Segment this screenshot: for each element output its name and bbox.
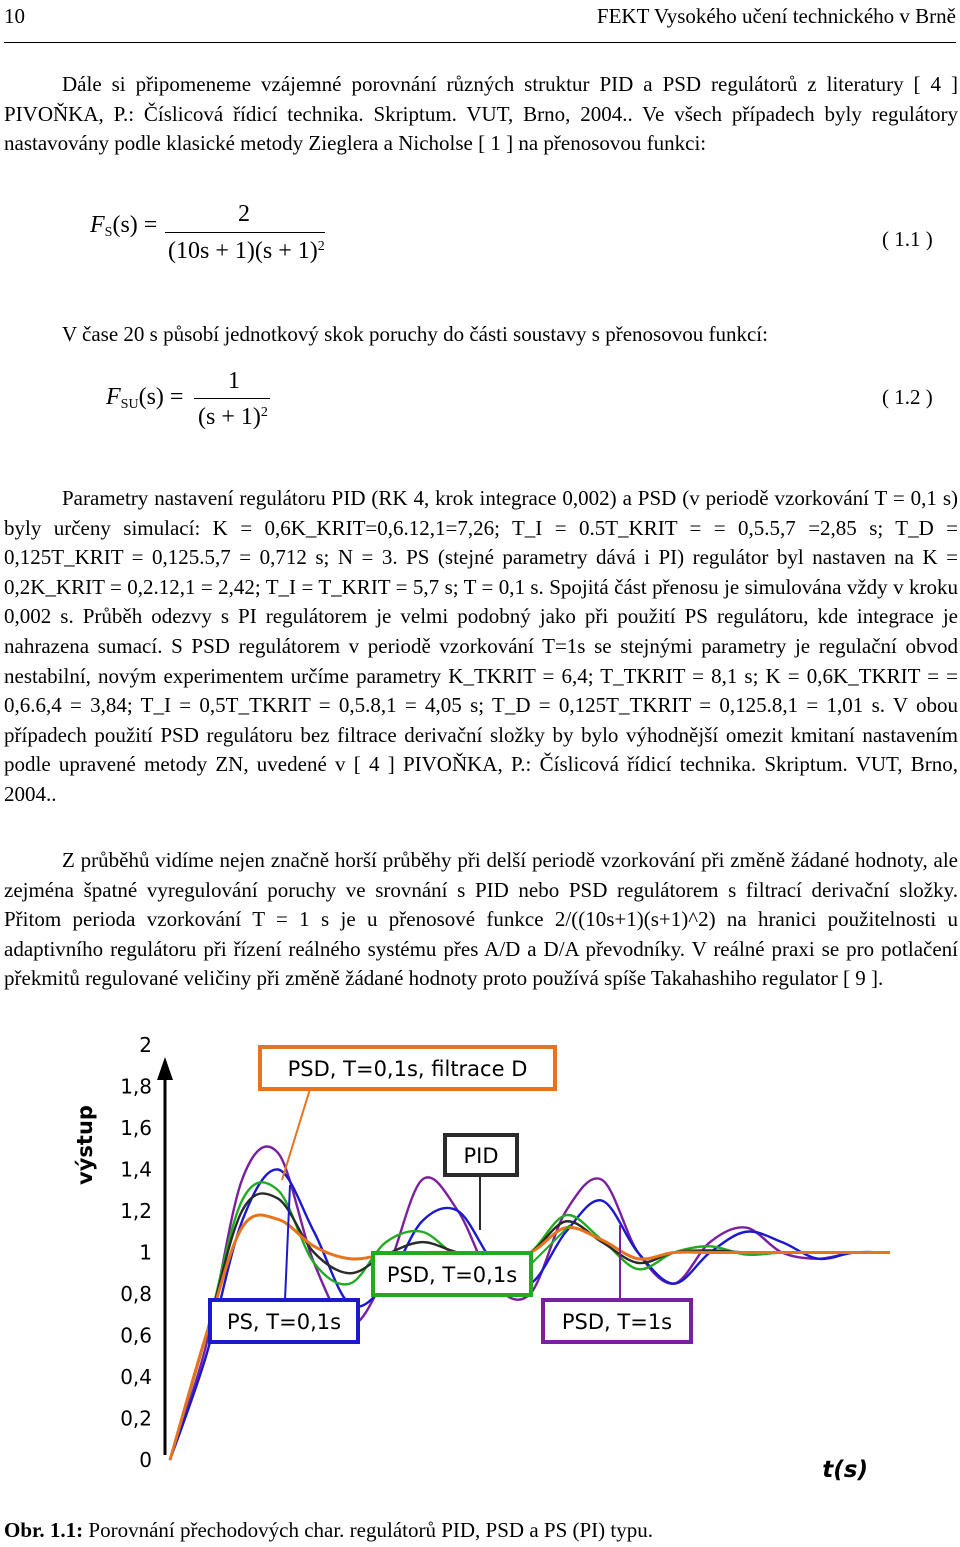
equation-1-lhs: FS(s) = [90,212,158,240]
equation-1-denominator: (10s + 1)(s + 1)2 [168,238,325,264]
x-axis-title: t(s) [822,1457,868,1483]
equation-2-lhs: FSU(s) = [106,384,184,412]
leader-line-psd_filtrace [281,1088,311,1181]
label-box-psd_01 [371,1251,533,1297]
y-tick-label: 2 [139,1035,152,1057]
y-axis-arrowhead [157,1057,173,1080]
y-tick-label: 0 [139,1448,152,1472]
paragraph-intro: Dále si připomeneme vzájemné porovnání r… [4,72,958,156]
y-tick-label: 0,4 [120,1365,152,1389]
figure-caption: Obr. 1.1: Porovnání přechodových char. r… [4,1518,653,1542]
step-response-figure: 2 1,8 1,6 1,4 1,2 1 0,8 0,6 0,4 0,2 0 výstup t(s) PSD… [73,1035,891,1483]
equation-2-fraction-bar [194,398,270,400]
equation-1-numerator: 2 [238,201,250,227]
label-box-psd_filtrace [258,1045,557,1091]
series-label-psd_01: PSD, T=0,1s [387,1263,517,1287]
equation-2-number: ( 1.2 ) [882,385,933,409]
series-label-psd_1: PSD, T=1s [562,1310,672,1334]
label-box-psd_1 [541,1298,693,1344]
leader-line-ps_01 [284,1184,291,1301]
series-label-pid: PID [463,1144,498,1168]
y-tick-label: 1,2 [120,1199,152,1223]
y-tick-label: 1,4 [120,1158,152,1182]
y-tick-label: 0,2 [120,1407,152,1431]
equation-1-fraction-bar [165,232,325,234]
y-tick-label: 0,6 [120,1324,152,1348]
leader-line-psd_01 [529,1224,571,1266]
y-tick-label: 1,6 [120,1116,152,1140]
label-box-ps_01 [208,1298,360,1344]
y-tick-label: 0,8 [120,1282,152,1306]
header-rule [4,42,956,43]
equation-2-numerator: 1 [228,368,240,394]
equation-2-denominator: (s + 1)2 [198,404,268,430]
series-label-psd_filtrace: PSD, T=0,1s, filtrace D [288,1057,528,1081]
y-tick-label: 1 [139,1241,152,1265]
equation-1-number: ( 1.1 ) [882,227,933,251]
label-box-pid [443,1133,519,1177]
paragraph-conclusion: Z průběhů vidíme nejen značně horší průb… [4,848,958,991]
y-axis-title: výstup [73,1105,97,1185]
paragraph-parameters: Parametry nastavení regulátoru PID (RK 4… [4,486,958,806]
paragraph-disturbance: V čase 20 s působí jednotkový skok poruc… [62,322,768,346]
running-header: FEKT Vysokého učení technického v Brně [596,4,956,28]
series-label-ps_01: PS, T=0,1s [227,1310,341,1334]
y-tick-label: 1,8 [120,1075,152,1099]
page-number: 10 [4,4,25,28]
